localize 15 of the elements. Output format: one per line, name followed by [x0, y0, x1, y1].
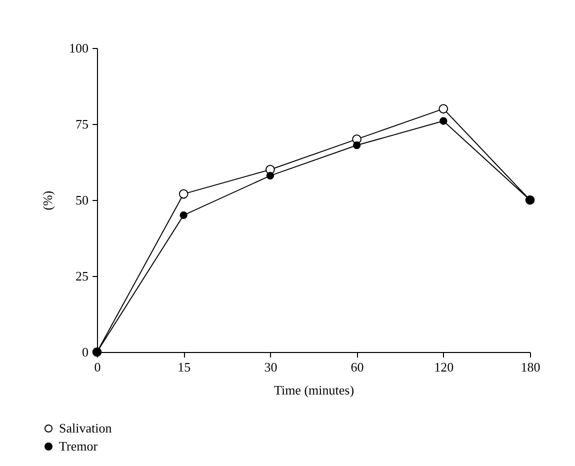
x-tick-label: 15	[178, 360, 191, 374]
legend-label: Salivation	[59, 420, 112, 436]
legend-label: Tremor	[59, 438, 98, 454]
x-tick-label: 180	[520, 360, 540, 374]
x-tick-label: 120	[434, 360, 454, 374]
y-tick-label: 50	[76, 192, 88, 208]
y-axis-title: (%)	[40, 190, 55, 210]
y-tick-label: 0	[82, 344, 88, 360]
x-tick-label: 0	[94, 360, 101, 374]
x-tick-label: 60	[350, 360, 364, 374]
x-axis-title: Time (minutes)	[274, 382, 354, 398]
y-tick-label: 100	[69, 40, 88, 56]
x-tick-label: 30	[264, 360, 278, 374]
y-tick-label: 75	[76, 116, 88, 132]
y-tick-label: 25	[76, 268, 88, 284]
